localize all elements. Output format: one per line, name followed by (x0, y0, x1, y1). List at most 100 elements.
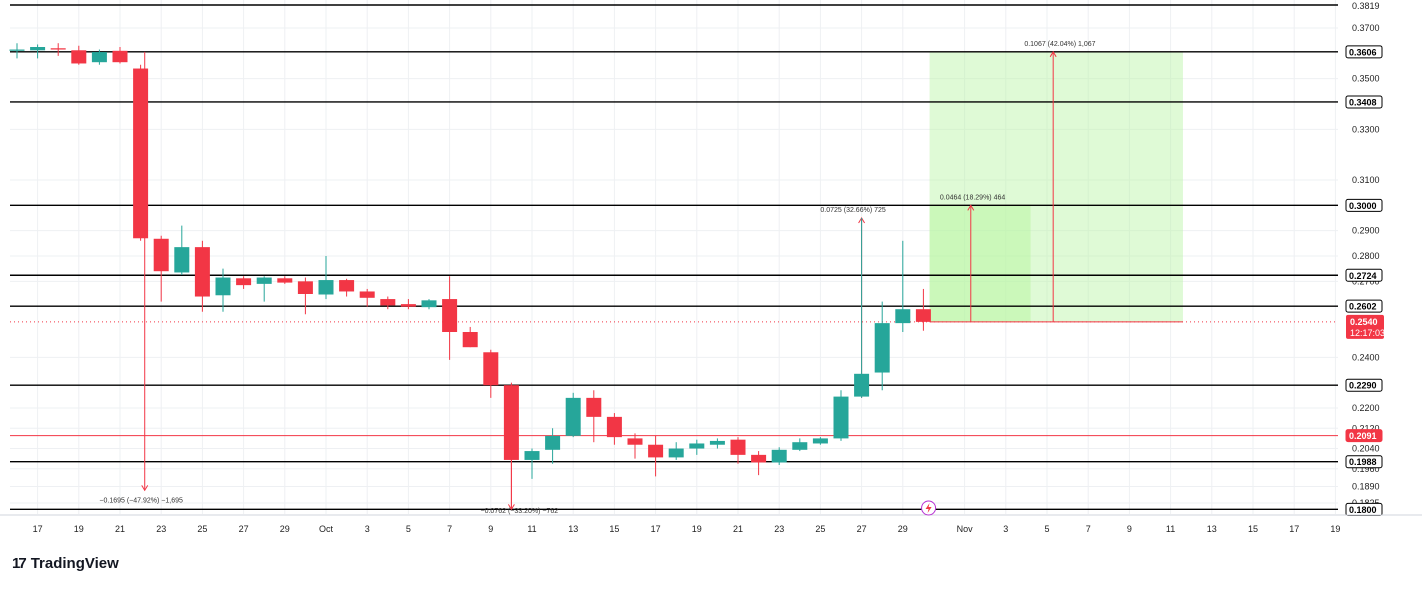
candle-down (915, 309, 931, 322)
candle-up (524, 451, 540, 460)
candle-down (442, 299, 458, 332)
brand-name: TradingView (30, 554, 119, 572)
time-tick-label[interactable]: 17 (33, 524, 43, 534)
time-tick-label[interactable]: 3 (365, 524, 370, 534)
target-zones (929, 51, 1183, 323)
level-price-tag[interactable] (1345, 429, 1383, 443)
time-tick-label[interactable]: 15 (1248, 524, 1258, 534)
level-price-tag[interactable] (1345, 455, 1383, 469)
candle-up (771, 449, 787, 463)
candle-up (668, 448, 684, 458)
price-tick-label[interactable]: 0.2800 (1352, 251, 1380, 261)
current-price-countdown: 12:17:03 (1350, 328, 1385, 338)
candle-up (874, 323, 890, 373)
current-price-tag[interactable] (1346, 314, 1384, 339)
time-tick-label[interactable]: 17 (1289, 524, 1299, 534)
time-tick-label[interactable]: 5 (406, 524, 411, 534)
time-tick-label[interactable]: Oct (319, 524, 334, 534)
time-axis[interactable]: 17 19 21 23 25 27 29 Oct 3 5 7 9 11 13 15 17 19 21 23 25 27 2… (0, 514, 1422, 534)
price-chart[interactable]: −0.1695 (−47.92%) −1,695 −0.0762 (−33.20%… (0, 0, 1422, 545)
measure-label: −0.0762 (−33.20%) −762 (481, 508, 559, 515)
candle-down (751, 454, 767, 463)
time-tick-label[interactable]: 3 (1003, 524, 1008, 534)
time-tick-label[interactable]: 19 (1330, 524, 1340, 534)
price-tick-label[interactable]: 0.3819 (1352, 1, 1380, 11)
price-tick-label[interactable]: 0.2200 (1352, 403, 1380, 413)
candle-down (277, 278, 293, 283)
price-tick-label[interactable]: 0.3100 (1352, 175, 1380, 185)
price-tick-label[interactable]: 0.3300 (1352, 124, 1380, 134)
measure-arrowhead (1049, 50, 1057, 58)
level-price-tag-label: 0.2602 (1349, 302, 1377, 312)
level-price-tag[interactable] (1345, 198, 1383, 212)
time-tick-label[interactable]: 5 (1044, 524, 1049, 534)
horizontal-levels[interactable] (10, 4, 1338, 511)
candle-down (730, 439, 746, 455)
candle-down (606, 416, 622, 438)
time-tick-label[interactable]: 7 (1086, 524, 1091, 534)
candle-up (256, 277, 272, 284)
tradingview-brand[interactable]: 17 TradingView (12, 552, 119, 574)
time-tick-label[interactable]: 15 (609, 524, 619, 534)
price-tick-label[interactable]: 0.3500 (1352, 74, 1380, 84)
tradingview-logo-icon: 17 (12, 554, 27, 572)
level-price-tag[interactable] (1345, 95, 1383, 109)
level-price-tag-label: 0.2724 (1349, 271, 1377, 281)
time-tick-label[interactable]: 21 (115, 524, 125, 534)
level-price-tag[interactable] (1345, 45, 1383, 59)
level-price-tag-label: 0.1800 (1349, 505, 1377, 515)
candle-up (565, 397, 581, 436)
time-tick-label[interactable]: 29 (280, 524, 290, 534)
candle-up (9, 49, 25, 51)
level-price-tag[interactable] (1345, 378, 1383, 392)
candle-up (318, 280, 334, 295)
candle-down (503, 385, 519, 460)
time-tick-label[interactable]: 9 (488, 524, 493, 534)
price-tick-label[interactable]: 0.1890 (1352, 482, 1380, 492)
time-tick-label[interactable]: 27 (239, 524, 249, 534)
time-tick-label[interactable]: 27 (857, 524, 867, 534)
candle-down (236, 278, 252, 286)
level-price-tag-label: 0.3000 (1349, 201, 1377, 211)
measurement-arrows[interactable]: −0.1695 (−47.92%) −1,695 −0.0762 (−33.20%… (99, 41, 1095, 515)
time-tick-label[interactable]: 17 (651, 524, 661, 534)
time-tick-label[interactable]: 7 (447, 524, 452, 534)
level-price-tag[interactable] (1345, 268, 1383, 282)
time-tick-label[interactable]: 13 (1207, 524, 1217, 534)
candle-down (112, 50, 128, 63)
candle-down (648, 444, 664, 458)
price-axis[interactable]: 0.3819 0.3700 0.3500 0.3300 0.3100 0.2900 0.28… (1345, 1, 1385, 516)
time-tick-label[interactable]: 25 (197, 524, 207, 534)
target-zone (929, 205, 1031, 322)
current-price-value: 0.2540 (1350, 317, 1378, 327)
candle-down (586, 397, 602, 417)
time-tick-label[interactable]: 9 (1127, 524, 1132, 534)
candle-down (400, 304, 416, 307)
candle-down (153, 238, 169, 272)
time-tick-label[interactable]: 13 (568, 524, 578, 534)
level-price-tag-label: 0.3606 (1349, 47, 1377, 57)
candle-down (194, 247, 210, 297)
time-tick-label[interactable]: 19 (692, 524, 702, 534)
measure-arrowhead (967, 204, 975, 211)
time-tick-label[interactable]: 23 (774, 524, 784, 534)
time-tick-label[interactable]: 29 (898, 524, 908, 534)
time-tick-label[interactable]: 11 (527, 524, 536, 534)
time-tick-label[interactable]: 21 (733, 524, 743, 534)
time-tick-label[interactable]: 19 (74, 524, 84, 534)
price-tick-label[interactable]: 0.2900 (1352, 226, 1380, 236)
candle-down (359, 291, 375, 298)
price-tick-label[interactable]: 0.2040 (1352, 444, 1380, 454)
time-tick-label[interactable]: 23 (156, 524, 166, 534)
price-tick-label[interactable]: 0.2400 (1352, 352, 1380, 362)
time-tick-label[interactable]: 25 (815, 524, 825, 534)
candle-up (91, 52, 107, 63)
chart-extras (921, 500, 937, 516)
price-tick-label[interactable]: 0.3700 (1352, 23, 1380, 33)
price-tick-label[interactable]: 0.1960 (1352, 464, 1380, 474)
price-tick-label[interactable]: 0.2120 (1352, 423, 1380, 433)
time-tick-label[interactable]: 11 (1166, 524, 1175, 534)
time-tick-label[interactable]: Nov (957, 524, 974, 534)
level-price-tag[interactable] (1345, 299, 1383, 313)
candle-up (174, 247, 190, 273)
